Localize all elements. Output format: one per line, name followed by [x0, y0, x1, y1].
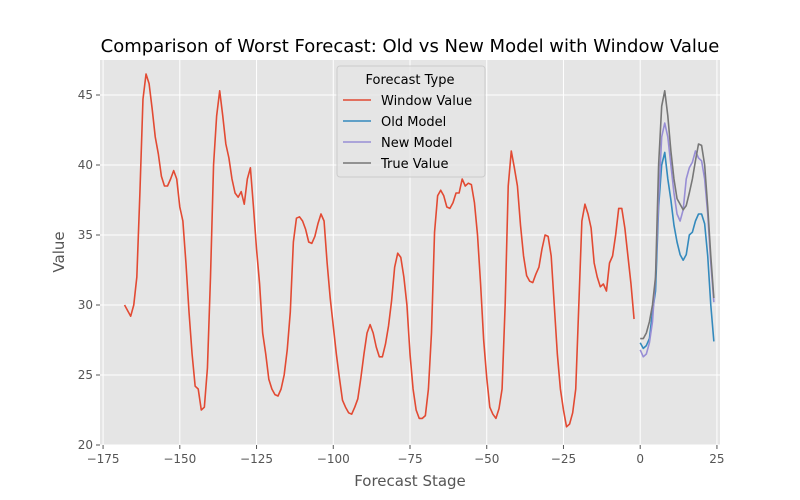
x-tick-label: 0: [636, 452, 644, 466]
x-tick-label: −50: [474, 452, 499, 466]
x-tick-label: −125: [240, 452, 273, 466]
legend-items: Window Value Old Model New Model True Value: [343, 94, 472, 172]
y-tick-label: 20: [78, 438, 93, 452]
legend-label-true-value: True Value: [380, 157, 448, 172]
x-tick-label: −100: [317, 452, 350, 466]
x-tick-label: 25: [709, 452, 724, 466]
legend: Forecast Type Window Value Old Model New M…: [336, 65, 486, 178]
series-line-window-value: [123, 73, 635, 428]
series-line-true-value: [640, 90, 715, 340]
x-axis-label: Forecast Stage: [354, 472, 466, 490]
chart-title: Comparison of Worst Forecast: Old vs New…: [101, 36, 720, 57]
y-axis-label: Value: [50, 231, 68, 272]
x-tick-label: −150: [163, 452, 196, 466]
legend-label-old-model: Old Model: [381, 115, 446, 130]
legend-label-new-model: New Model: [381, 136, 453, 151]
y-tick-label: 25: [78, 368, 93, 382]
y-tick-label: 40: [78, 158, 93, 172]
y-tick-label: 35: [78, 228, 93, 242]
ticks: −175 −150 −125 −100 −75 −50 −25 0 25 20 25 30 35 40 45: [78, 88, 725, 466]
y-tick-label: 30: [78, 298, 93, 312]
series-layer: [123, 73, 715, 428]
y-tick-label: 45: [78, 88, 93, 102]
legend-title: Forecast Type: [365, 73, 454, 88]
x-tick-label: −75: [397, 452, 422, 466]
legend-box: [336, 65, 486, 178]
series-line-new-model: [639, 122, 715, 358]
legend-label-window-value: Window Value: [381, 94, 472, 109]
x-tick-label: −175: [87, 452, 120, 466]
x-tick-label: −25: [551, 452, 576, 466]
